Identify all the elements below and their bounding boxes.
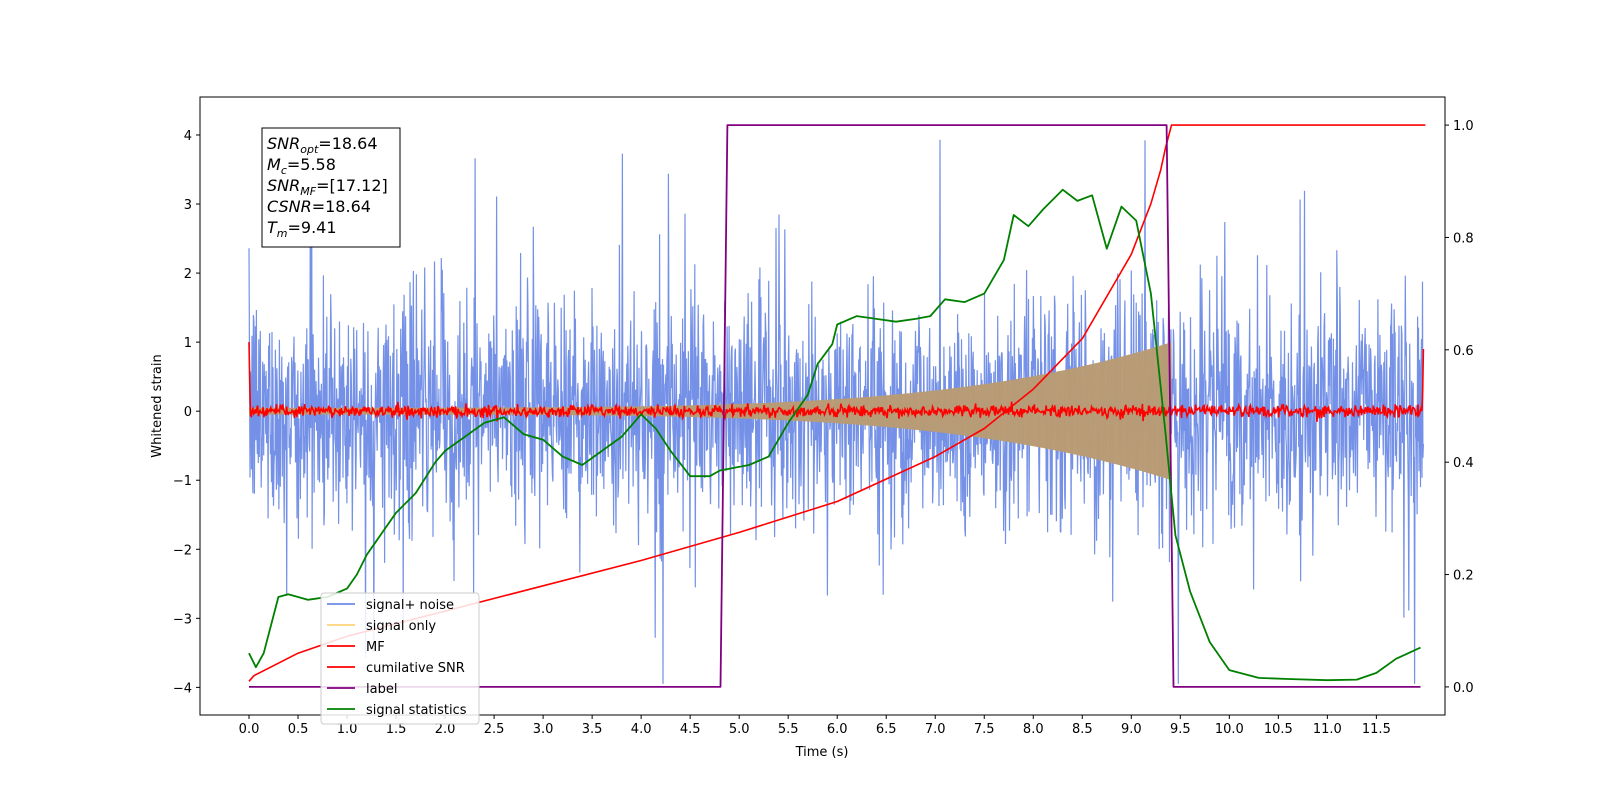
series-label xyxy=(249,124,1421,688)
x-tick-label: 9.0 xyxy=(1121,722,1142,737)
annotation-symbol: SNR xyxy=(267,176,300,195)
x-tick-label: 6.0 xyxy=(827,722,848,737)
annotation-line: SNRopt=18.64 xyxy=(267,134,378,156)
annotation-subscript: m xyxy=(277,227,288,240)
annotation-symbol: T xyxy=(267,218,278,237)
x-tick-label: 9.5 xyxy=(1170,722,1191,737)
annotation-value: =9.41 xyxy=(288,218,337,237)
series-signal-only xyxy=(249,342,1172,481)
legend-label: signal+ noise xyxy=(366,598,454,613)
x-tick-label: 4.0 xyxy=(631,722,652,737)
y-right-tick-label: 1.0 xyxy=(1453,119,1474,134)
x-tick-label: 3.0 xyxy=(533,722,554,737)
y-left-tick-label: 4 xyxy=(184,129,192,144)
y-right-tick-label: 0.6 xyxy=(1453,344,1474,359)
annotation-frame xyxy=(261,127,401,248)
plot-frame xyxy=(199,96,1446,716)
y-left-tick-label: −2 xyxy=(173,543,192,558)
annotation-value: =18.64 xyxy=(318,134,377,153)
x-tick-label: 2.5 xyxy=(484,722,505,737)
x-tick-label: 5.0 xyxy=(729,722,750,737)
legend-label: signal only xyxy=(366,619,436,634)
x-tick-label: 7.0 xyxy=(925,722,946,737)
legend-label: label xyxy=(366,682,397,697)
annotation-line: Tm=9.41 xyxy=(267,218,337,240)
y-left-tick-label: −4 xyxy=(173,681,192,696)
legend-label: MF xyxy=(366,640,385,655)
annotation-line: Mc=5.58 xyxy=(267,155,336,177)
legend-label: signal statistics xyxy=(366,703,467,718)
y-left-tick-label: −1 xyxy=(173,474,192,489)
annotation-symbol: CSNR xyxy=(267,197,312,216)
annotation-subscript: MF xyxy=(300,185,316,198)
y-right-tick-label: 0.4 xyxy=(1453,456,1474,471)
x-tick-label: 8.5 xyxy=(1072,722,1093,737)
x-tick-label: 7.5 xyxy=(974,722,995,737)
legend: signal+ noise signal only MF cumilative SNR… xyxy=(320,592,480,725)
annotation-value: =[17.12] xyxy=(316,176,388,195)
x-tick-label: 0.5 xyxy=(288,722,309,737)
y-left-tick-label: 1 xyxy=(184,336,192,351)
y-right-tick-label: 0.2 xyxy=(1453,569,1474,584)
y-axis-right: 1.0 0.8 0.6 0.4 0.2 0.0 xyxy=(1445,119,1474,696)
annotation-subscript: opt xyxy=(300,143,319,156)
y-axis-left: 4 3 2 1 0 −1 −2 −3 −4 xyxy=(173,129,200,696)
y-axis-label: Whitened strain xyxy=(150,354,165,457)
x-tick-label: 6.5 xyxy=(876,722,897,737)
annotation-value: =18.64 xyxy=(312,197,371,216)
x-tick-label: 11.0 xyxy=(1313,722,1342,737)
x-axis: 0.0 0.5 1.0 1.5 2.0 2.5 3.0 3.5 4.0 4.5 5.0 5.5 6.0 6… xyxy=(239,715,1391,737)
y-right-tick-label: 0.8 xyxy=(1453,231,1474,246)
x-tick-label: 2.0 xyxy=(435,722,456,737)
y-right-tick-label: 0.0 xyxy=(1453,681,1474,696)
annotation-line: CSNR=18.64 xyxy=(267,197,371,216)
annotation-box: SNRopt=18.64Mc=5.58SNRMF=[17.12]CSNR=18.… xyxy=(261,127,401,248)
x-axis-label: Time (s) xyxy=(795,745,849,760)
x-tick-label: 1.0 xyxy=(337,722,358,737)
y-left-tick-label: −3 xyxy=(173,612,192,627)
x-tick-label: 10.5 xyxy=(1264,722,1293,737)
annotation-subscript: c xyxy=(281,164,287,177)
annotation-symbol: M xyxy=(267,155,281,174)
annotation-value: =5.58 xyxy=(287,155,336,174)
legend-label: cumilative SNR xyxy=(366,661,465,676)
x-tick-label: 10.0 xyxy=(1215,722,1244,737)
annotation-line: SNRMF=[17.12] xyxy=(267,176,388,198)
annotation-symbol: SNR xyxy=(267,134,300,153)
x-tick-label: 11.5 xyxy=(1362,722,1391,737)
y-left-tick-label: 3 xyxy=(184,198,192,213)
series-mf xyxy=(248,342,1425,422)
series-signal-statistics xyxy=(248,188,1421,682)
x-tick-label: 0.0 xyxy=(239,722,260,737)
y-left-tick-label: 0 xyxy=(184,405,192,420)
legend-frame xyxy=(320,592,480,725)
y-left-tick-label: 2 xyxy=(184,267,192,282)
x-tick-label: 1.5 xyxy=(386,722,407,737)
x-tick-label: 3.5 xyxy=(582,722,603,737)
x-tick-label: 4.5 xyxy=(680,722,701,737)
x-tick-label: 8.0 xyxy=(1023,722,1044,737)
x-tick-label: 5.5 xyxy=(778,722,799,737)
